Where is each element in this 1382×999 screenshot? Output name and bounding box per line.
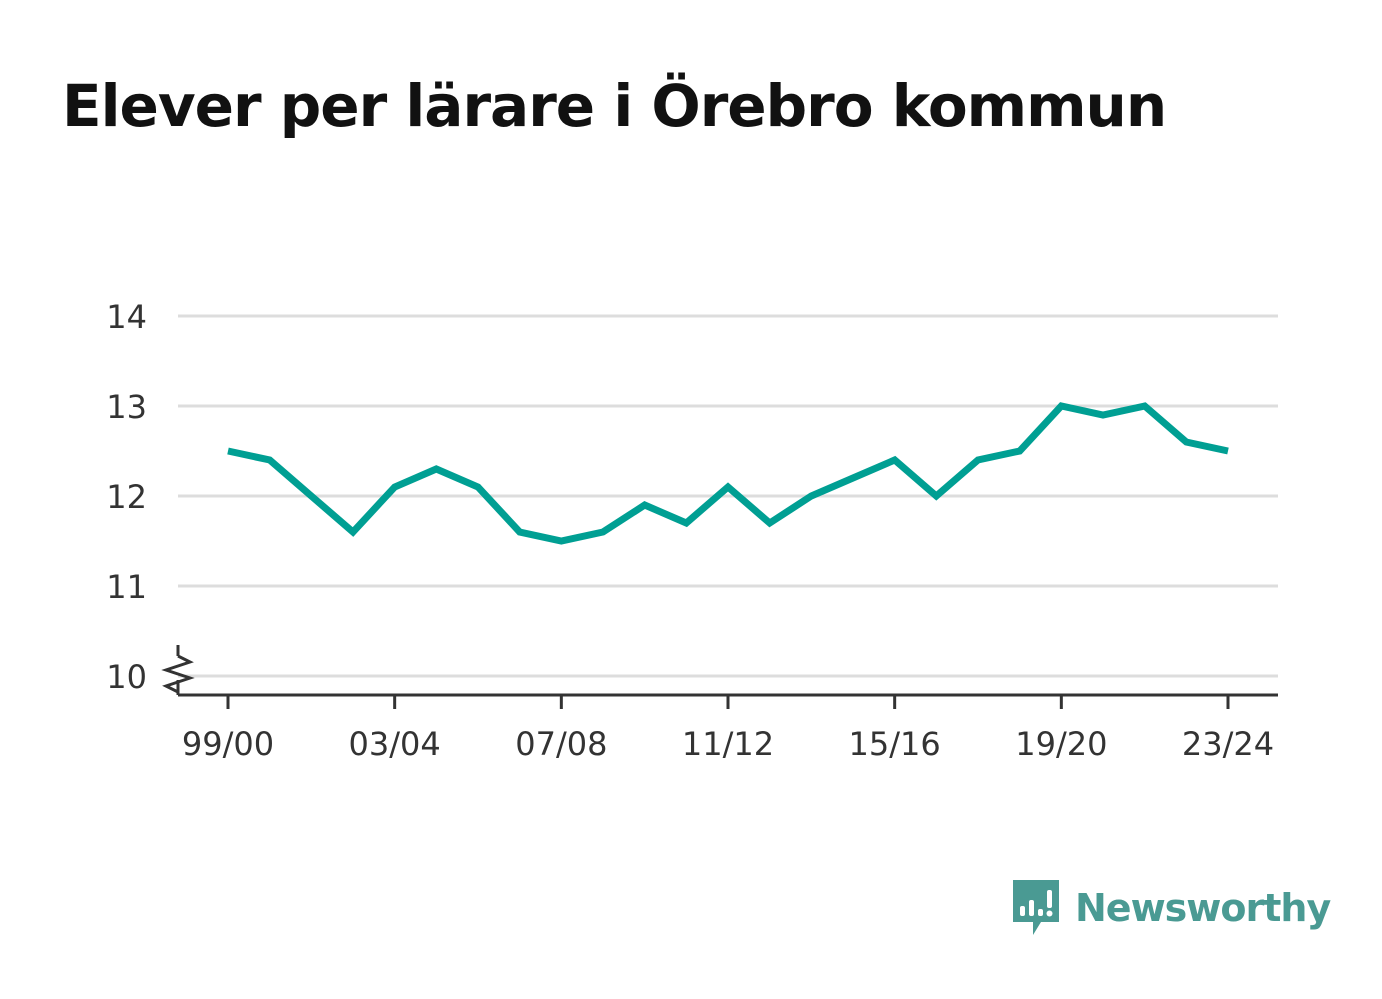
series-line-0 [227,402,1229,545]
y-axis-break-icon [161,654,195,694]
y-tick-label-13: 13 [106,388,147,426]
series-layer [227,402,1229,545]
y-tick-label-11: 11 [106,568,147,606]
y-tick-label-14: 14 [106,298,147,336]
axes [161,645,1278,709]
chart-title: Elever per lärare i Örebro kommun [62,72,1167,140]
x-tick-label-07-08: 07/08 [515,725,607,763]
grid-lines [178,314,1278,678]
y-tick-label-12: 12 [106,478,147,516]
x-tick-label-03-04: 03/04 [349,725,441,763]
x-tick-label-11-12: 11/12 [682,725,774,763]
newsworthy-logo-icon [1013,880,1059,935]
tick-labels: 10 11 12 13 14 99/00 03/04 07/08 11/12 15/16 19/20… [106,298,1274,763]
x-tick-label-15-16: 15/16 [849,725,941,763]
brand-logo: Newsworthy [1011,878,1331,938]
brand-name: Newsworthy [1075,886,1331,930]
x-tick-label-23-24: 23/24 [1182,725,1274,763]
y-tick-label-10: 10 [106,658,147,696]
x-tick-label-99-00: 99/00 [182,725,274,763]
x-tick-label-19-20: 19/20 [1015,725,1107,763]
